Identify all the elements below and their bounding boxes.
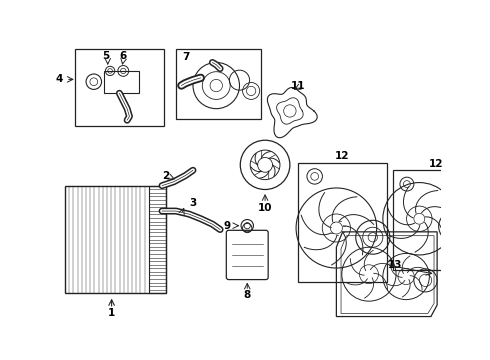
Bar xyxy=(393,170,478,270)
Text: 11: 11 xyxy=(291,81,305,91)
Bar xyxy=(75,49,164,126)
Bar xyxy=(149,186,166,293)
Text: 4: 4 xyxy=(55,75,63,84)
Text: 10: 10 xyxy=(258,203,272,213)
Text: 5: 5 xyxy=(102,50,110,60)
Bar xyxy=(297,163,387,282)
Text: 8: 8 xyxy=(244,290,251,300)
Text: 1: 1 xyxy=(108,309,115,319)
Text: 7: 7 xyxy=(182,52,190,62)
Text: 9: 9 xyxy=(223,221,230,231)
Text: 13: 13 xyxy=(388,260,403,270)
Text: 12: 12 xyxy=(335,152,349,161)
Text: 2: 2 xyxy=(163,171,170,181)
Bar xyxy=(65,186,166,293)
Bar xyxy=(176,49,261,119)
Text: 3: 3 xyxy=(189,198,196,208)
Text: 12: 12 xyxy=(428,159,443,169)
Text: 6: 6 xyxy=(120,50,127,60)
